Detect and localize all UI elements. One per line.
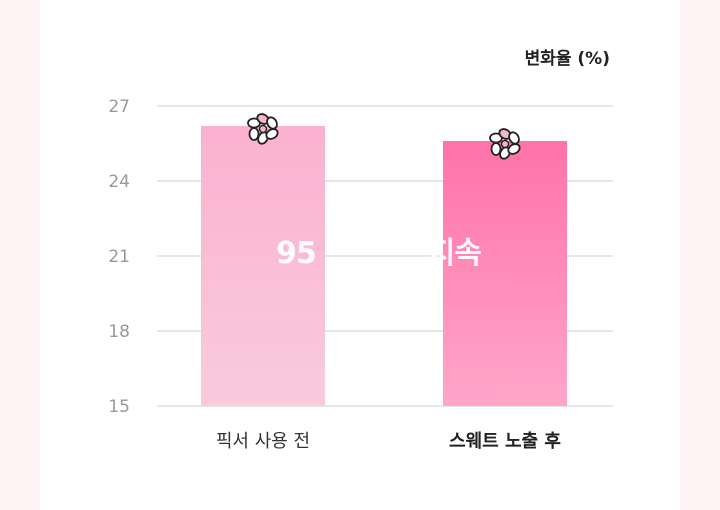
y-tick-label: 15 bbox=[108, 397, 130, 417]
y-axis-unit-label: 변화율 (%) bbox=[524, 49, 610, 69]
watermark-suffix: 지속 bbox=[427, 236, 482, 271]
y-tick-label: 24 bbox=[108, 172, 130, 192]
y-tick-label: 21 bbox=[108, 247, 130, 267]
y-tick-label: 18 bbox=[108, 322, 130, 342]
bar-2 bbox=[443, 141, 567, 406]
x-tick-label-before: 픽서 사용 전 bbox=[215, 431, 311, 452]
flower-icon bbox=[247, 113, 279, 145]
chart-panel bbox=[40, 0, 680, 510]
watermark-number: 95 bbox=[276, 236, 317, 271]
y-tick-label: 27 bbox=[108, 97, 130, 117]
x-tick-label-after: 스웨트 노출 후 bbox=[449, 431, 561, 452]
bar-1 bbox=[201, 126, 325, 406]
watermark: 95 지속 bbox=[276, 228, 482, 272]
flower-icon bbox=[489, 128, 521, 160]
